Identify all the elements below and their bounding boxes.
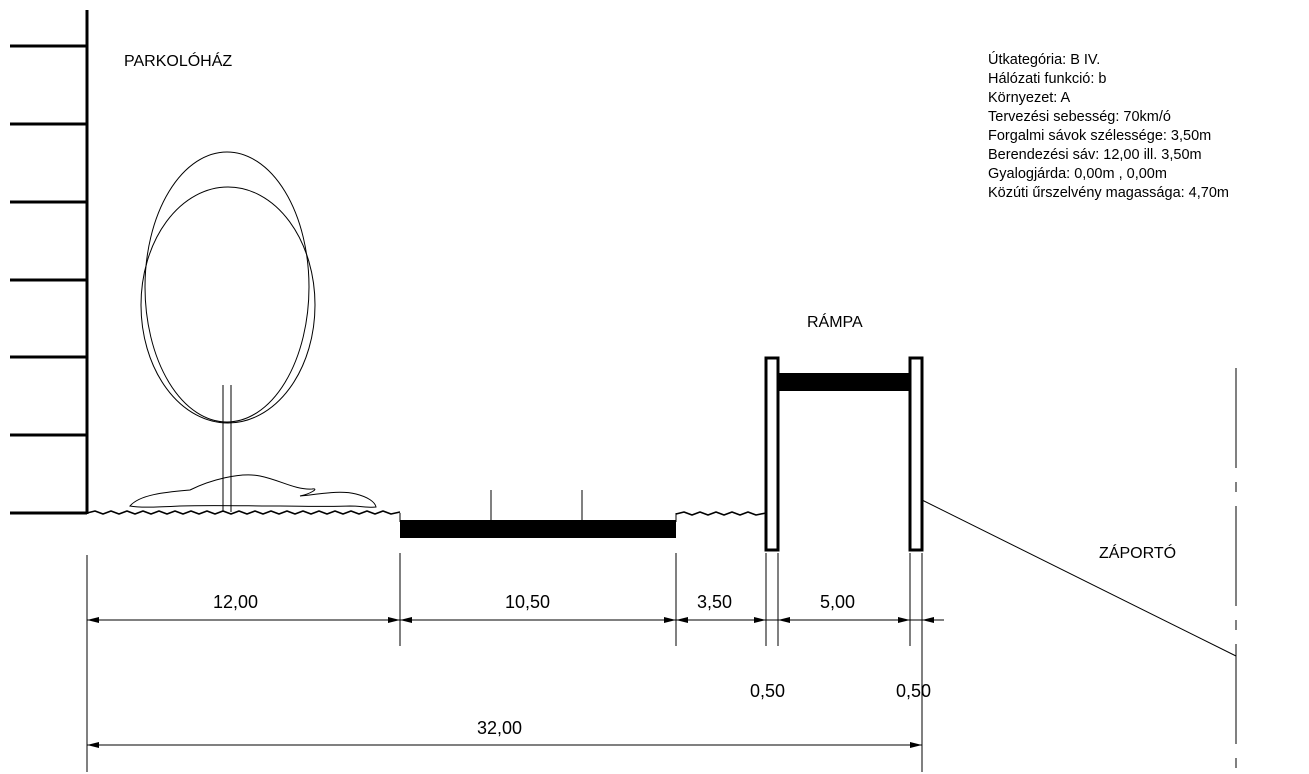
spec-design-speed: Tervezési sebesség: 70km/ó [988,109,1171,125]
ramp-wall-left [764,356,780,552]
ramp-structure [764,356,924,552]
ramp-wall-right [908,356,924,552]
spec-equipment-strip: Berendezési sáv: 12,00 ill. 3,50m [988,147,1202,163]
road-specification-block: Útkategória: B IV. Hálózati funkció: b K… [988,51,1229,201]
dimension-text-shoulder: 3,50 [697,592,732,612]
spec-road-category: Útkategória: B IV. [988,51,1100,68]
ground-line-left [86,510,401,515]
tree-crown-outline [144,151,310,423]
dimension-arrow [400,617,412,623]
tree-symbol [140,151,316,512]
spec-lane-width: Forgalmi sávok szélessége: 3,50m [988,128,1211,144]
dimension-text-ramp-deck: 5,00 [820,592,855,612]
dimension-arrow [778,617,790,623]
drainage-ditch-label: ZÁPORTÓ [1099,543,1176,562]
dimension-extensions [86,553,923,772]
tree-crown-outline [140,186,316,424]
dimension-arrow [922,617,934,623]
dimension-text-total-width: 32,00 [477,718,522,738]
dimension-arrow [754,617,766,623]
dimension-arrow [664,617,676,623]
slope-line [921,499,1237,657]
dimension-arrow [910,742,922,748]
dimension-text-ramp-wall-left: 0,50 [750,681,785,701]
dimension-text-ramp-wall-right: 0,50 [896,681,931,701]
dimension-text-planting-strip: 12,00 [213,592,258,612]
dimension-lines [87,617,944,748]
ramp-deck [778,373,910,391]
dimension-text-carriageway: 10,50 [505,592,550,612]
dimension-arrow [898,617,910,623]
parking-garage-label: PARKOLÓHÁZ [124,51,232,70]
ramp-label: RÁMPA [807,312,863,331]
ground-line-middle [675,511,767,516]
dimension-arrow [676,617,688,623]
drainage-ditch-area [921,368,1237,770]
pavement-slab [400,520,676,538]
carriageway [399,490,677,538]
spec-clearance-height: Közúti űrszelvény magassága: 4,70m [988,185,1229,201]
dimension-arrow [388,617,400,623]
spec-sidewalk: Gyalogjárda: 0,00m , 0,00m [988,166,1167,182]
shrub-outline [129,474,377,508]
parking-garage [10,10,89,515]
spec-environment: Környezet: A [988,90,1071,106]
spec-network-function: Hálózati funkció: b [988,71,1106,87]
dimension-arrow [87,742,99,748]
ground-surface [86,510,767,516]
dimension-arrow [87,617,99,623]
